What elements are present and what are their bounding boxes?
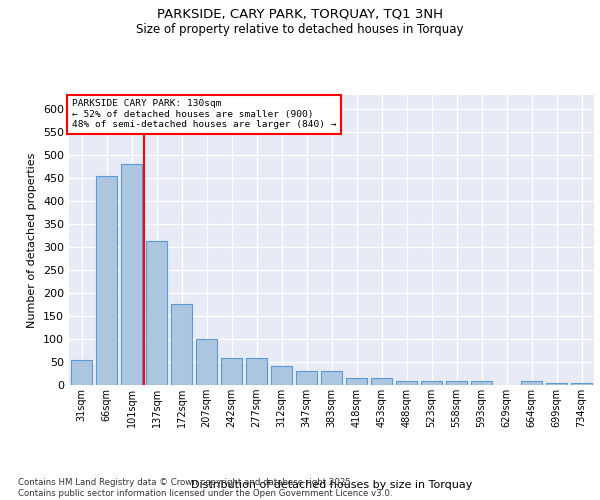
Text: Size of property relative to detached houses in Torquay: Size of property relative to detached ho… <box>136 22 464 36</box>
Bar <box>96 176 117 385</box>
Text: PARKSIDE, CARY PARK, TORQUAY, TQ1 3NH: PARKSIDE, CARY PARK, TORQUAY, TQ1 3NH <box>157 8 443 20</box>
Bar <box>396 381 417 385</box>
Text: PARKSIDE CARY PARK: 130sqm
← 52% of detached houses are smaller (900)
48% of sem: PARKSIDE CARY PARK: 130sqm ← 52% of deta… <box>71 100 336 129</box>
Bar <box>421 381 442 385</box>
Bar <box>246 358 267 385</box>
Bar <box>196 339 217 385</box>
Bar <box>271 366 292 385</box>
Bar <box>71 360 92 385</box>
Bar <box>171 304 192 385</box>
Bar <box>346 378 367 385</box>
Bar <box>121 164 142 385</box>
X-axis label: Distribution of detached houses by size in Torquay: Distribution of detached houses by size … <box>191 480 472 490</box>
Bar <box>371 378 392 385</box>
Text: Contains HM Land Registry data © Crown copyright and database right 2025.
Contai: Contains HM Land Registry data © Crown c… <box>18 478 392 498</box>
Bar <box>521 382 542 385</box>
Bar <box>571 383 592 385</box>
Bar <box>221 358 242 385</box>
Bar <box>146 242 167 385</box>
Y-axis label: Number of detached properties: Number of detached properties <box>28 152 37 328</box>
Bar <box>296 371 317 385</box>
Bar <box>471 382 492 385</box>
Bar <box>321 371 342 385</box>
Bar <box>446 381 467 385</box>
Bar <box>546 383 567 385</box>
